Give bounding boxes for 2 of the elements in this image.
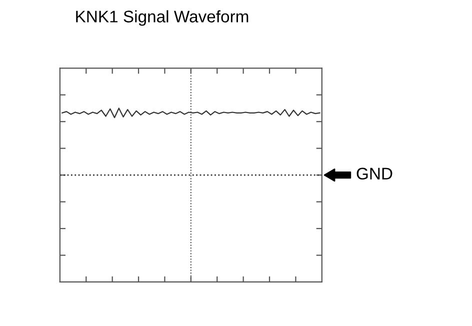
chart-title: KNK1 Signal Waveform	[76, 10, 248, 26]
ref-line-label: GND	[356, 168, 392, 180]
